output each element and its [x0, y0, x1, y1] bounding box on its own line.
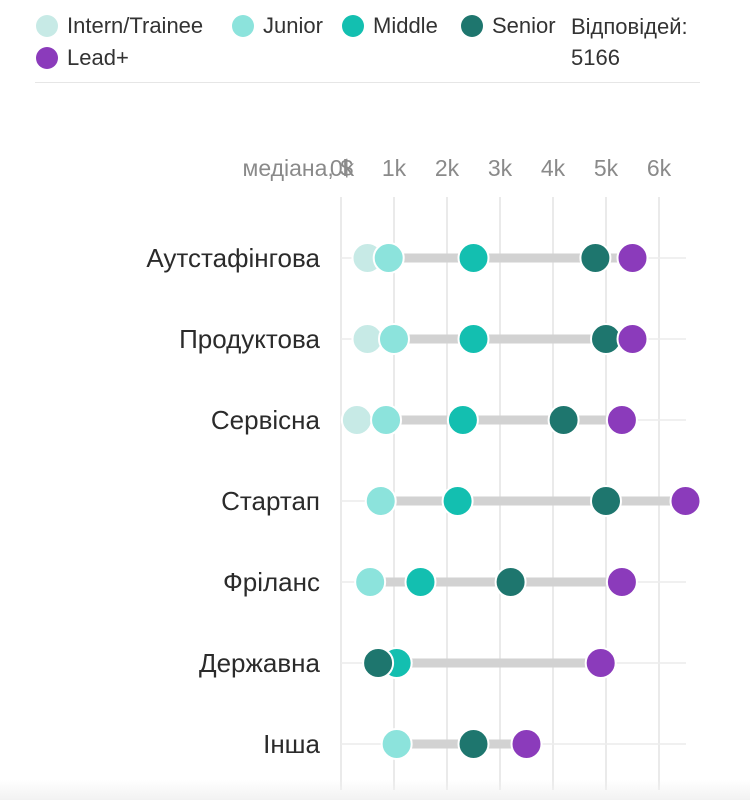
x-axis-title: медіана, $: [243, 155, 354, 181]
legend-swatch: [461, 15, 483, 37]
legend-item: Senior: [461, 11, 556, 41]
legend-label: Senior: [492, 13, 556, 38]
legend-divider: [35, 82, 700, 83]
point-senior: [590, 485, 622, 517]
bottom-fade: [0, 780, 750, 800]
legend-item: Middle: [342, 11, 438, 41]
point-senior: [494, 566, 527, 598]
point-senior: [547, 404, 580, 436]
legend-label: Lead+: [67, 45, 129, 70]
category-label: Сервісна: [211, 405, 321, 435]
point-middle: [446, 404, 479, 436]
point-senior: [457, 728, 490, 760]
x-tick-label: 6k: [647, 155, 672, 181]
point-junior: [378, 323, 410, 355]
legend-swatch: [342, 15, 364, 37]
category-label: Фріланс: [223, 567, 320, 597]
legend-swatch: [36, 15, 58, 37]
legend-item: Intern/Trainee: [36, 11, 203, 41]
responses-count: Відповідей: 5166: [571, 11, 688, 73]
legend-item: Junior: [232, 11, 323, 41]
point-senior: [362, 647, 395, 679]
legend-label: Middle: [373, 13, 438, 38]
responses-label: Відповідей:: [571, 14, 688, 39]
category-label: Продуктова: [179, 324, 320, 354]
point-middle: [457, 323, 490, 355]
category-label: Інша: [263, 729, 320, 759]
category-label: Стартап: [221, 486, 320, 516]
point-lead: [584, 647, 617, 679]
point-lead: [616, 323, 649, 355]
legend: Intern/Trainee Junior Middle Senior Lead+ Ві…: [0, 0, 750, 90]
x-tick-label: 1k: [382, 155, 407, 181]
point-middle: [404, 566, 437, 598]
legend-label: Intern/Trainee: [67, 13, 204, 38]
point-junior: [380, 728, 413, 760]
point-middle: [441, 485, 474, 517]
point-senior: [579, 242, 612, 274]
point-junior: [364, 485, 397, 517]
legend-swatch: [232, 15, 254, 37]
x-tick-label: 0k: [330, 155, 355, 181]
category-label: Аутстафінгова: [146, 243, 320, 273]
point-lead: [605, 404, 638, 436]
x-tick-label: 2k: [435, 155, 460, 181]
legend-label: Junior: [263, 13, 323, 38]
point-middle: [457, 242, 490, 274]
point-intern-trainee: [340, 404, 373, 436]
point-lead: [510, 728, 543, 760]
point-lead: [605, 566, 638, 598]
x-tick-label: 4k: [541, 155, 566, 181]
x-tick-label: 5k: [594, 155, 619, 181]
category-label: Державна: [199, 648, 321, 678]
point-junior: [370, 404, 403, 436]
point-junior: [372, 242, 405, 274]
legend-item: Lead+: [36, 43, 129, 73]
legend-swatch: [36, 47, 58, 69]
x-tick-label: 3k: [488, 155, 513, 181]
data-points: [340, 242, 702, 760]
point-lead: [669, 485, 702, 517]
point-lead: [616, 242, 649, 274]
responses-value: 5166: [571, 45, 620, 70]
labels: медіана, $ 0k 1k 2k 3k 4k 5k 6k Аутстафінгова Пр…: [146, 155, 671, 759]
point-junior: [354, 566, 387, 598]
